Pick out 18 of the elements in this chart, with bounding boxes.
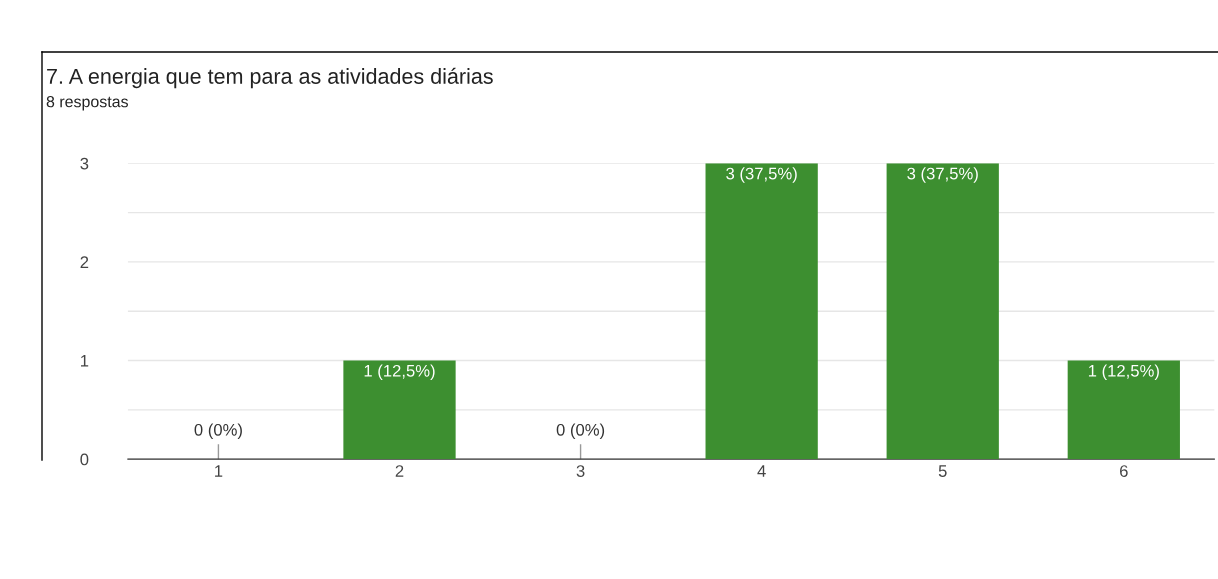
data-label: 3 (37,5%) [907,167,978,183]
y-tick-label: 1 [81,355,89,367]
data-label: 0 (0%) [194,423,242,440]
x-tick-label: 3 [576,465,585,477]
x-tick-label: 1 [215,465,223,477]
chart-title: 7. A energia que tem para as atividades diárias [47,67,493,89]
y-tick-label: 3 [80,157,89,170]
x-tick-label: 6 [1120,465,1128,477]
data-label: 3 (37,5%) [726,167,797,183]
x-tick-label: 2 [395,465,404,477]
data-label: 1 (12,5%) [364,364,435,380]
y-tick-label: 2 [80,256,89,268]
y-tick-label: 0 [80,453,89,466]
x-tick-label: 5 [938,465,947,477]
x-tick-label: 4 [757,465,766,477]
data-label: 1 (12,5%) [1088,364,1159,380]
data-label: 0 (0%) [556,423,605,440]
chart-subtitle: 8 respostas [46,95,128,111]
